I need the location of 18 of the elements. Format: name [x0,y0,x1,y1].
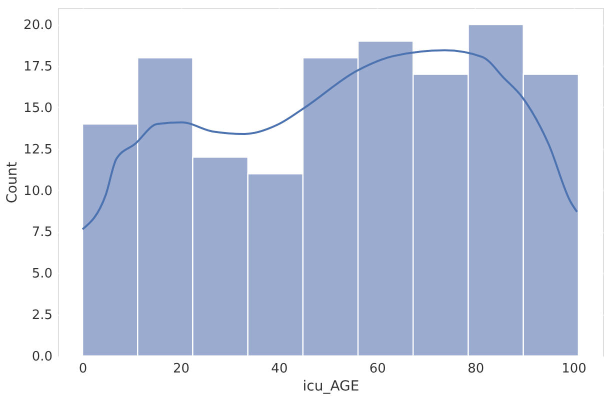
y-tick-label: 7.5 [32,225,52,240]
y-tick-label: 20.0 [24,18,52,34]
x-tick-label: 100 [562,362,586,376]
y-tick-label: 2.5 [32,308,52,324]
line-series [82,49,578,230]
y-tick-label: 10.0 [24,184,52,199]
x-tick-label: 0 [78,362,88,376]
y-tick-label: 17.5 [24,60,52,74]
x-tick-label: 40 [271,362,288,376]
y-tick-label: 5.0 [32,266,52,282]
y-axis-title: Count [4,161,21,204]
x-axis-title: icu_AGE [302,378,360,394]
x-tick-label: 80 [468,362,484,376]
x-tick-label: 60 [369,362,386,376]
y-tick-label: 15.0 [24,100,52,116]
y-tick-label: 0.0 [32,350,52,364]
x-tick-label: 20 [172,362,190,376]
y-tick-label: 12.5 [24,142,52,158]
